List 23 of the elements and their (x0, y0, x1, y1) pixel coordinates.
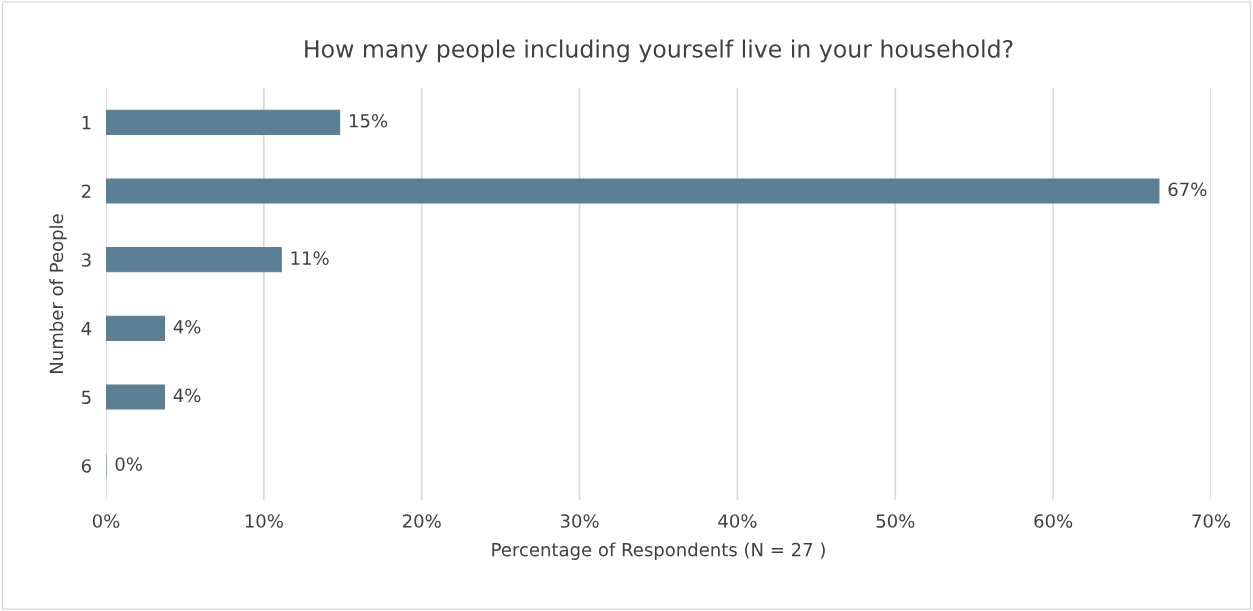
y-axis-title: Number of People (49, 214, 67, 373)
x-tick-label: 70% (1192, 514, 1231, 528)
y-tick-label: 3 (82, 253, 91, 267)
data-label: 4% (173, 388, 201, 403)
x-tick-label: 60% (1034, 514, 1073, 528)
y-tick-label: 5 (82, 390, 91, 405)
y-tick-label: 1 (82, 116, 91, 130)
chart-title: How many people including yourself live in your household? (305, 39, 1013, 63)
x-axis-title: Percentage of Respondents (N = 27 ) (492, 542, 825, 560)
data-label: 4% (173, 319, 201, 334)
data-label: 67% (1168, 182, 1207, 197)
x-tick-label: 20% (402, 514, 441, 528)
x-tick-label: 30% (560, 514, 599, 528)
data-label: 11% (291, 251, 329, 265)
data-label: 15% (349, 113, 388, 128)
y-tick-label: 6 (81, 459, 91, 473)
y-tick-label: 2 (81, 184, 91, 198)
x-tick-label: 40% (718, 514, 757, 528)
y-tick-label: 4 (81, 322, 92, 336)
x-tick-label: 50% (876, 514, 915, 528)
x-tick-label: 10% (245, 514, 283, 528)
data-label: 0% (115, 457, 142, 471)
x-tick-label: 0% (92, 514, 120, 528)
